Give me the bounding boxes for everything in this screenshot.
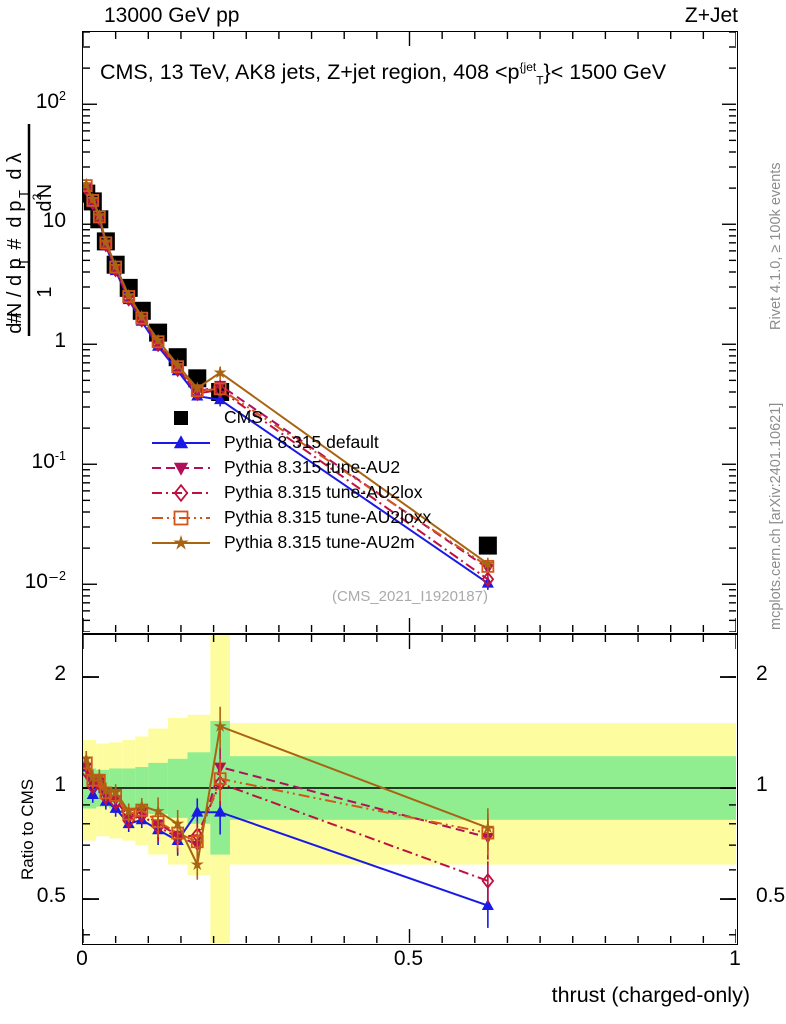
plot-title-sup: {jet <box>519 60 537 74</box>
legend-label: Pythia 8.315 tune-AU2 <box>224 457 401 477</box>
ratio-plot-svg <box>83 635 736 943</box>
main-plot-svg <box>83 32 736 632</box>
main-y-tick-label: 10⁻2 <box>24 569 66 594</box>
ratio-y-tick-label: 1 <box>54 773 66 797</box>
legend-label: Pythia 8.315 default <box>224 432 379 452</box>
plot-title: CMS, 13 TeV, AK8 jets, Z+jet region, 408… <box>100 60 666 87</box>
svg-text:d: d <box>5 168 26 179</box>
ratio-y-tick-label: 0.5 <box>756 884 786 908</box>
plot-title-sub: T <box>536 73 544 88</box>
legend-marker-diamond-open-icon <box>150 481 212 505</box>
main-y-tick-label: 10-1 <box>31 449 66 474</box>
plot-title-suffix: }< 1500 GeV <box>543 60 667 85</box>
legend-item[interactable]: CMS <box>150 405 431 430</box>
svg-text:#: # <box>5 312 26 324</box>
legend-item[interactable]: Pythia 8.315 tune-AU2m <box>150 530 431 555</box>
main-y-axis-label: # d N / d p T # 1 d p T d λ d N 2 <box>5 40 53 340</box>
ratio-y-axis-label-wrap: Ratio to CMS <box>18 779 119 900</box>
ratio-y-tick-label: 1 <box>756 773 768 797</box>
svg-text:λ: λ <box>5 153 26 163</box>
svg-text:N: N <box>34 184 53 198</box>
legend-label: Pythia 8.315 tune-AU2lox <box>224 482 423 502</box>
svg-text:d: d <box>5 216 26 227</box>
ratio-y-tick-labels-right: 2 1 0.5 <box>744 634 786 945</box>
legend-label: Pythia 8.315 tune-AU2loxx <box>224 507 432 527</box>
process-label: Z+Jet <box>684 4 738 27</box>
analysis-watermark: (CMS_2021_I1920187) <box>332 588 488 605</box>
main-y-tick-labels: 102 10 1 10-1 10⁻2 <box>0 31 76 634</box>
x-tick-label: 0 <box>76 947 88 970</box>
ratio-y-tick-labels-left: 2 1 0.5 <box>0 634 76 945</box>
svg-text:T: T <box>16 258 31 266</box>
plot-title-prefix: CMS, 13 TeV, AK8 jets, Z+jet region, 408… <box>100 60 520 85</box>
svg-text:p: p <box>5 200 26 211</box>
legend-item[interactable]: Pythia 8.315 tune-AU2lox <box>150 480 431 505</box>
ratio-y-axis-label: Ratio to CMS <box>18 778 37 880</box>
legend-marker-triangle-up-filled-icon <box>150 431 212 455</box>
legend-item[interactable]: Pythia 8.315 default <box>150 430 431 455</box>
legend-item[interactable]: Pythia 8.315 tune-AU2loxx <box>150 505 431 530</box>
ratio-plot-panel <box>82 634 738 945</box>
x-tick-labels: 0 0.5 1 <box>0 947 786 977</box>
ratio-y-tick-label: 0.5 <box>36 884 66 908</box>
beam-energy-label: 13000 GeV pp <box>104 4 240 27</box>
legend-label: Pythia 8.315 tune-AU2m <box>224 532 415 552</box>
legend-marker-triangle-down-filled-icon <box>150 456 212 480</box>
mcplots-reference-label: mcplots.cern.ch [arXiv:2401.10621] <box>768 402 784 630</box>
main-y-tick-label: 102 <box>35 89 66 114</box>
main-y-tick-label: 1 <box>54 329 66 353</box>
svg-text:d: d <box>34 200 53 211</box>
legend: CMS Pythia 8.315 default Pythia 8.315 tune… <box>150 405 431 555</box>
ratio-y-tick-label: 2 <box>756 662 768 686</box>
svg-text:2: 2 <box>30 193 44 200</box>
svg-text:d N / d p: d N / d p <box>5 258 26 334</box>
legend-label: CMS <box>224 407 263 427</box>
x-tick-label: 0.5 <box>393 947 424 970</box>
legend-item[interactable]: Pythia 8.315 tune-AU2 <box>150 455 431 480</box>
rivet-version-label: Rivet 4.1.0, ≥ 100k events <box>768 162 784 330</box>
x-tick-label: 1 <box>729 947 741 970</box>
svg-text:1: 1 <box>34 286 53 297</box>
main-y-tick-label: 10 <box>42 209 66 233</box>
legend-marker-square-open-icon <box>150 506 212 530</box>
x-axis-label: thrust (charged-only) <box>551 983 750 1007</box>
svg-text:T: T <box>16 190 31 198</box>
ratio-y-tick-label: 2 <box>54 662 66 686</box>
legend-marker-square-filled-icon <box>150 406 212 430</box>
legend-marker-star-filled-icon <box>150 531 212 555</box>
svg-text:#: # <box>5 238 26 250</box>
main-plot-panel <box>82 31 738 634</box>
